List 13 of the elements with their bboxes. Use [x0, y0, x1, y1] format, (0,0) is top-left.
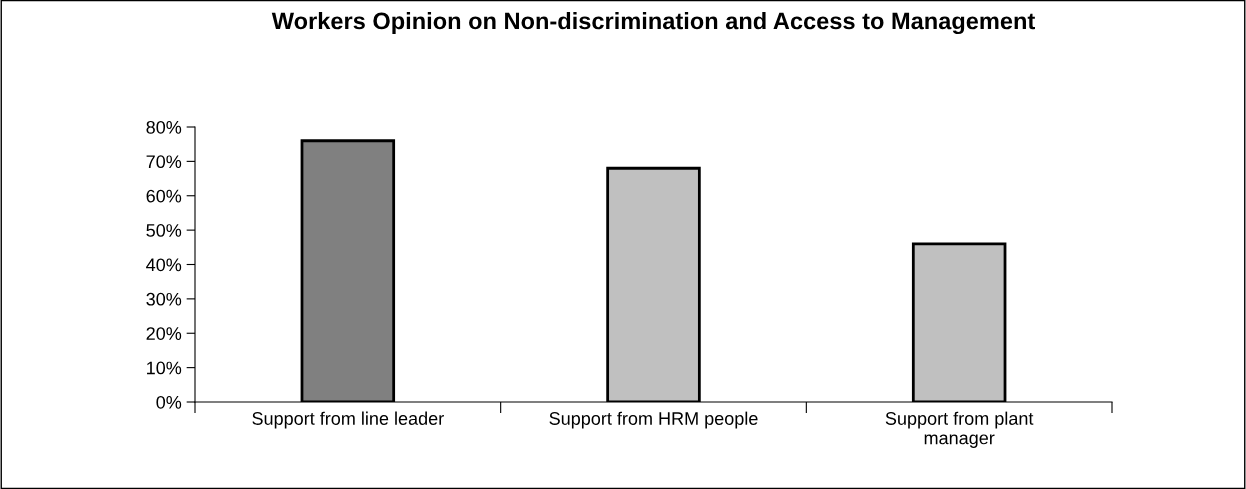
- y-tick-label: 50%: [146, 224, 182, 237]
- y-tick-label: 80%: [146, 120, 182, 134]
- x-tick-label: Support from HRM people: [549, 411, 758, 429]
- y-tick-label: 60%: [146, 189, 182, 203]
- y-tick-label: 10%: [147, 361, 182, 375]
- x-tick-label: Support from plant manager: [885, 411, 1034, 448]
- chart-title: Workers Opinion on Non-discrimination and Access to Management: [271, 12, 1036, 35]
- y-tick-label: 20%: [146, 327, 182, 340]
- y-tick-label: 70%: [146, 155, 182, 169]
- y-tick-label: 0%: [156, 395, 182, 409]
- x-tick-label: Support from line leader: [252, 411, 444, 429]
- y-tick-label: 40%: [146, 258, 182, 272]
- y-tick-label: 30%: [146, 292, 182, 306]
